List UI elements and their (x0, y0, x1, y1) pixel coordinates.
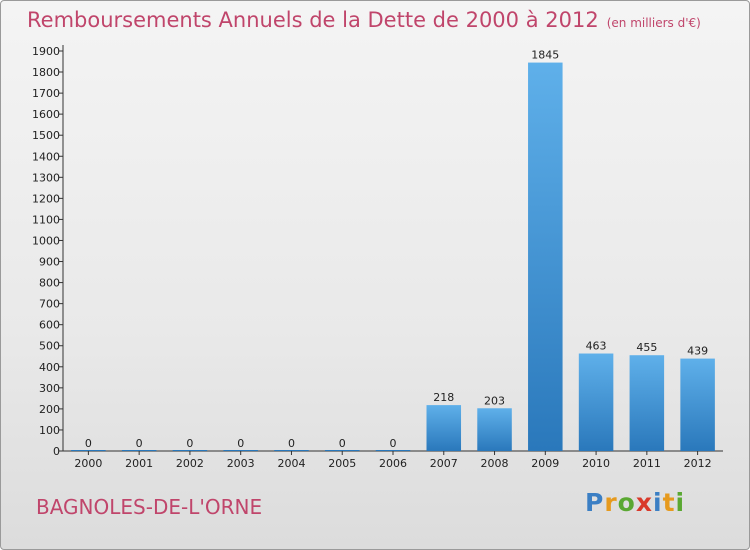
y-tick-label: 300 (39, 382, 60, 395)
y-tick-label: 200 (39, 403, 60, 416)
y-tick-label: 1000 (32, 234, 60, 247)
bar-2004 (274, 450, 309, 451)
chart-subtitle: (en milliers d'€) (606, 16, 701, 30)
bar-2012 (680, 358, 715, 451)
y-tick-label: 1600 (32, 108, 60, 121)
city-name: BAGNOLES-DE-L'ORNE (36, 495, 263, 519)
data-label-2001: 0 (136, 437, 143, 450)
x-tick-label: 2010 (582, 457, 610, 470)
x-tick-label: 2008 (481, 457, 509, 470)
y-tick-label: 1500 (32, 129, 60, 142)
data-label-2011: 455 (636, 341, 657, 354)
data-label-2002: 0 (186, 437, 193, 450)
logo-letter: i (675, 488, 686, 517)
logo-letter: i (653, 488, 663, 517)
x-tick-label: 2000 (74, 457, 102, 470)
x-tick-label: 2006 (379, 457, 407, 470)
x-axis: 2000 2001 2002 2003 2004 2005 2006 2007 2008 2009… (63, 450, 723, 470)
chart-title: Remboursements Annuels de la Dette de 20… (27, 8, 701, 32)
logo-letter: t (662, 488, 676, 517)
y-axis: 0 100 200 300 400 500 600 700 800 900 1000 1100 1200… (32, 45, 64, 458)
x-tick-label: 2001 (125, 457, 153, 470)
bar-2001 (121, 450, 157, 451)
logo-letter: P (585, 488, 605, 517)
bar-2011 (629, 355, 665, 451)
bar-2005 (324, 450, 360, 451)
y-tick-label: 700 (39, 298, 60, 311)
y-tick-label: 1700 (32, 87, 60, 100)
y-tick-label: 1900 (32, 45, 60, 58)
bar-2000 (71, 450, 106, 451)
bar-2010 (578, 353, 614, 451)
y-tick-label: 400 (39, 361, 60, 374)
data-label-2012: 439 (687, 345, 708, 358)
x-tick-label: 2003 (227, 457, 255, 470)
x-tick-label: 2011 (633, 457, 661, 470)
x-tick-label: 2012 (684, 457, 712, 470)
chart-title-text: Remboursements Annuels de la Dette de 20… (27, 8, 599, 32)
data-label-2007: 218 (433, 391, 454, 404)
logo-letter: x (635, 488, 653, 517)
y-tick-label: 1800 (32, 66, 60, 79)
x-tick-label: 2005 (328, 457, 356, 470)
bar-2008 (477, 408, 512, 451)
data-label-2008: 203 (484, 394, 505, 407)
y-tick-label: 1100 (32, 213, 60, 226)
y-tick-label: 1200 (32, 192, 60, 205)
y-tick-label: 900 (39, 256, 60, 269)
bar-2006 (375, 450, 411, 451)
y-tick-label: 1400 (32, 150, 60, 163)
bar-2009 (528, 62, 563, 451)
data-label-2000: 0 (85, 437, 92, 450)
bar-2002 (172, 450, 208, 451)
x-tick-label: 2009 (531, 457, 559, 470)
bars (71, 62, 715, 451)
data-label-2004: 0 (288, 437, 295, 450)
x-tick-label: 2002 (176, 457, 204, 470)
data-label-2005: 0 (339, 437, 346, 450)
y-tick-label: 600 (39, 319, 60, 332)
data-label-2009: 1845 (531, 49, 559, 62)
y-tick-label: 500 (39, 340, 60, 353)
data-label-2006: 0 (390, 437, 397, 450)
x-tick-label: 2007 (430, 457, 458, 470)
y-tick-label: 800 (39, 277, 60, 290)
proxiti-logo: Proxiti (585, 488, 685, 517)
y-tick-label: 100 (39, 424, 60, 437)
x-tick-label: 2004 (277, 457, 305, 470)
y-tick-label: 0 (53, 445, 60, 458)
logo-letter: o (617, 488, 636, 517)
y-tick-label: 1300 (32, 171, 60, 184)
bar-2007 (426, 405, 462, 451)
data-labels: 0 0 0 0 0 0 0 218 203 1845 463 455 439 (85, 49, 708, 450)
bar-2003 (223, 450, 258, 451)
data-label-2010: 463 (586, 340, 607, 353)
logo-letter: r (604, 488, 618, 517)
data-label-2003: 0 (237, 437, 244, 450)
